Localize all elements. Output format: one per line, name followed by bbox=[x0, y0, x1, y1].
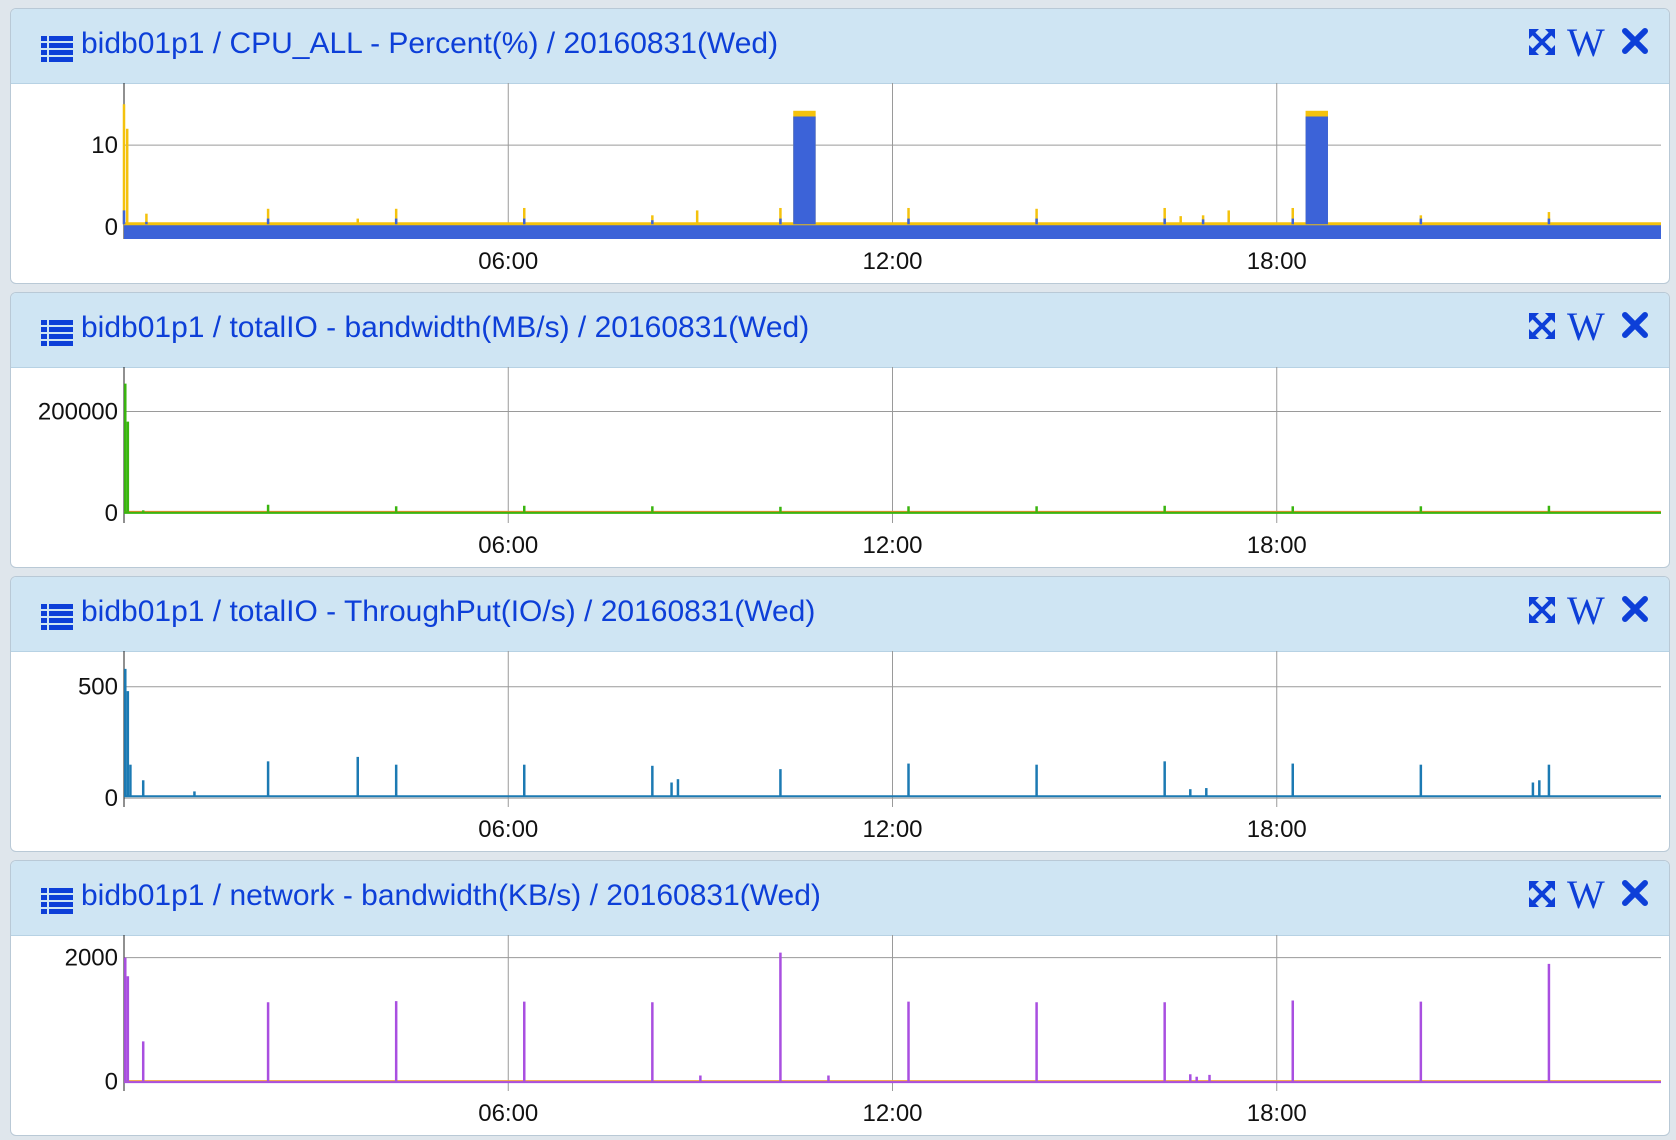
x-tick-label: 12:00 bbox=[862, 1100, 922, 1127]
series-1 bbox=[122, 116, 1661, 239]
expand-arrows-icon[interactable] bbox=[1527, 879, 1557, 909]
y-tick-label: 2000 bbox=[65, 945, 118, 972]
data-block bbox=[793, 116, 816, 225]
list-icon bbox=[41, 36, 73, 62]
expand-arrows-icon[interactable] bbox=[1527, 27, 1557, 57]
chart: 06:00 12:00 18:00 0 2000 bbox=[65, 935, 1661, 1127]
series-1 bbox=[124, 952, 1661, 1084]
close-icon[interactable] bbox=[1621, 311, 1649, 339]
x-tick-label: 18:00 bbox=[1247, 532, 1307, 559]
area-fill bbox=[124, 226, 1661, 239]
x-tick-label: 06:00 bbox=[478, 816, 538, 843]
expand-arrows-icon[interactable] bbox=[1527, 311, 1557, 341]
panel-title[interactable]: bidb01p1 / totalIO - ThroughPut(IO/s) / … bbox=[81, 595, 816, 628]
y-tick-label: 0 bbox=[105, 1069, 118, 1096]
chart: 06:00 12:00 18:00 0 500 bbox=[78, 651, 1661, 843]
panel-header: bidb01p1 / network - bandwidth(KB/s) / 2… bbox=[11, 861, 1669, 936]
panel-title[interactable]: bidb01p1 / CPU_ALL - Percent(%) / 201608… bbox=[81, 27, 779, 60]
panel-header: bidb01p1 / totalIO - bandwidth(MB/s) / 2… bbox=[11, 293, 1669, 368]
wiki-button[interactable]: W bbox=[1567, 872, 1605, 917]
x-tick-label: 18:00 bbox=[1247, 1100, 1307, 1127]
x-tick-label: 06:00 bbox=[478, 248, 538, 275]
close-icon[interactable] bbox=[1621, 595, 1649, 623]
x-tick-label: 18:00 bbox=[1247, 816, 1307, 843]
y-tick-label: 500 bbox=[78, 674, 118, 701]
expand-arrows-icon[interactable] bbox=[1527, 595, 1557, 625]
wiki-button[interactable]: W bbox=[1567, 304, 1605, 349]
series-0 bbox=[124, 668, 1661, 798]
series-1 bbox=[124, 383, 1661, 514]
network-bandwidth-chart-panel: bidb01p1 / network - bandwidth(KB/s) / 2… bbox=[10, 860, 1670, 1136]
io-bandwidth-chart-panel: bidb01p1 / totalIO - bandwidth(MB/s) / 2… bbox=[10, 292, 1670, 568]
chart: 06:00 12:00 18:00 0 10 bbox=[91, 83, 1661, 275]
x-tick-label: 12:00 bbox=[862, 532, 922, 559]
panel-header: bidb01p1 / CPU_ALL - Percent(%) / 201608… bbox=[11, 9, 1669, 84]
x-tick-label: 12:00 bbox=[862, 816, 922, 843]
data-block bbox=[1305, 116, 1328, 225]
list-icon bbox=[41, 604, 73, 630]
list-icon bbox=[41, 888, 73, 914]
y-tick-label: 0 bbox=[105, 214, 118, 241]
x-tick-label: 18:00 bbox=[1247, 248, 1307, 275]
y-tick-label: 200000 bbox=[38, 398, 118, 425]
chart: 06:00 12:00 18:00 0 200000 bbox=[38, 367, 1661, 559]
panel-title[interactable]: bidb01p1 / totalIO - bandwidth(MB/s) / 2… bbox=[81, 311, 810, 344]
y-tick-label: 0 bbox=[105, 785, 118, 812]
close-icon[interactable] bbox=[1621, 879, 1649, 907]
y-tick-label: 0 bbox=[105, 500, 118, 527]
close-icon[interactable] bbox=[1621, 27, 1649, 55]
x-tick-label: 06:00 bbox=[478, 1100, 538, 1127]
x-tick-label: 12:00 bbox=[862, 248, 922, 275]
panel-title[interactable]: bidb01p1 / network - bandwidth(KB/s) / 2… bbox=[81, 879, 821, 912]
y-tick-label: 10 bbox=[91, 132, 118, 159]
cpu-chart-panel: bidb01p1 / CPU_ALL - Percent(%) / 201608… bbox=[10, 8, 1670, 284]
wiki-button[interactable]: W bbox=[1567, 588, 1605, 633]
io-throughput-chart-panel: bidb01p1 / totalIO - ThroughPut(IO/s) / … bbox=[10, 576, 1670, 852]
x-tick-label: 06:00 bbox=[478, 532, 538, 559]
panel-header: bidb01p1 / totalIO - ThroughPut(IO/s) / … bbox=[11, 577, 1669, 652]
list-icon bbox=[41, 320, 73, 346]
wiki-button[interactable]: W bbox=[1567, 20, 1605, 65]
